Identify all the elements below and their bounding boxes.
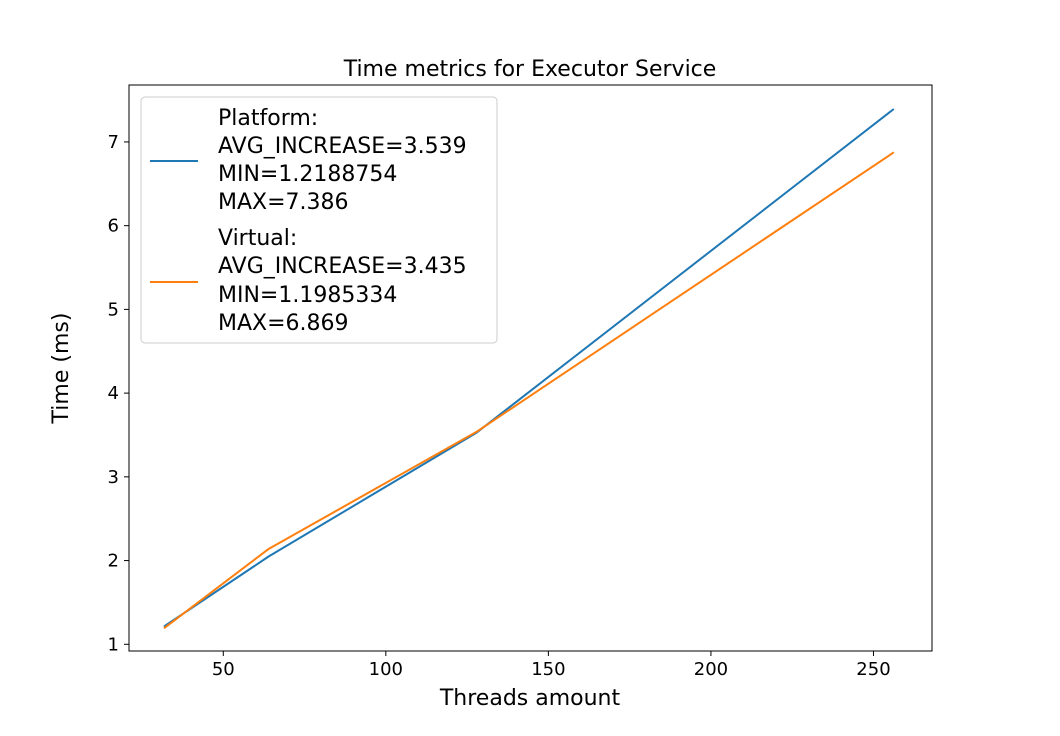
legend-text-virtual-2: MIN=1.1985334 — [218, 283, 397, 308]
y-tick-label: 1 — [108, 634, 119, 655]
series-layer — [163, 108, 895, 630]
legend-text-platform-1: AVG_INCREASE=3.539 — [218, 134, 467, 159]
legend-text-platform-2: MIN=1.2188754 — [218, 162, 397, 187]
y-tick-label: 5 — [108, 299, 119, 320]
legend-text-platform-3: MAX=7.386 — [218, 190, 349, 215]
legend-text-virtual-0: Virtual: — [218, 226, 297, 251]
legend-box — [140, 96, 498, 344]
x-tick-label: 100 — [369, 659, 403, 680]
legend-text-platform-0: Platform: — [218, 106, 318, 131]
legend-text-virtual-3: MAX=6.869 — [218, 311, 349, 336]
x-axis-label: Threads amount — [439, 686, 621, 711]
y-tick-label: 7 — [108, 132, 119, 153]
x-tick-label: 250 — [856, 659, 890, 680]
y-tick-label: 6 — [108, 216, 119, 237]
y-axis: 1 2 3 4 5 6 7 — [108, 132, 129, 655]
y-tick-label: 4 — [108, 383, 119, 404]
x-tick-label: 50 — [212, 659, 235, 680]
chart-title: Time metrics for Executor Service — [343, 57, 717, 82]
plot-frame — [128, 84, 933, 652]
legend: Platform: AVG_INCREASE=3.539 MIN=1.21887… — [140, 96, 498, 344]
series-line-virtual — [163, 151, 895, 630]
x-axis: 50 100 150 200 250 — [212, 651, 891, 680]
y-axis-label: Time (ms) — [49, 313, 74, 425]
y-tick-label: 2 — [108, 551, 119, 572]
series-line-platform — [163, 108, 895, 628]
legend-text-virtual-1: AVG_INCREASE=3.435 — [218, 254, 467, 279]
y-tick-label: 3 — [108, 467, 119, 488]
x-tick-label: 150 — [531, 659, 565, 680]
x-tick-label: 200 — [694, 659, 728, 680]
